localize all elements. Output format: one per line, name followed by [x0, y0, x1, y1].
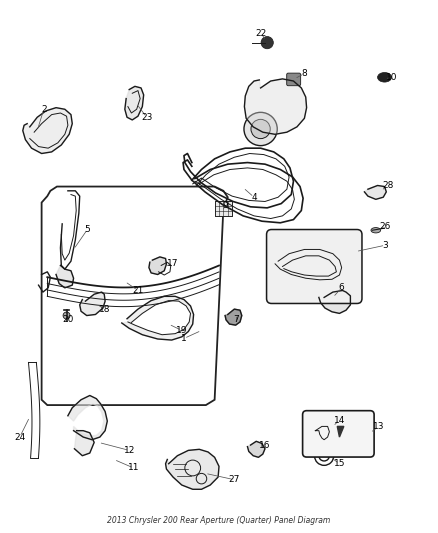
FancyBboxPatch shape	[303, 410, 374, 457]
Text: 22: 22	[255, 29, 266, 37]
Polygon shape	[68, 395, 107, 440]
Text: 24: 24	[14, 433, 25, 441]
Text: 10: 10	[386, 73, 398, 82]
Circle shape	[244, 112, 277, 146]
Polygon shape	[244, 79, 307, 134]
Text: 17: 17	[167, 260, 179, 268]
Polygon shape	[166, 449, 219, 489]
Text: 6: 6	[339, 284, 345, 292]
Text: 20: 20	[62, 316, 74, 324]
FancyBboxPatch shape	[287, 73, 300, 86]
Circle shape	[261, 36, 273, 49]
Polygon shape	[122, 296, 194, 340]
Text: 12: 12	[124, 446, 135, 455]
Text: 15: 15	[334, 459, 345, 468]
Text: 5: 5	[85, 225, 91, 233]
Polygon shape	[74, 431, 94, 456]
Text: 21: 21	[132, 286, 144, 295]
Ellipse shape	[371, 228, 381, 233]
Text: 2: 2	[41, 105, 46, 114]
Bar	[215, 201, 232, 216]
Text: 26: 26	[380, 222, 391, 231]
Circle shape	[63, 312, 70, 319]
Text: 2013 Chrysler 200 Rear Aperture (Quarter) Panel Diagram: 2013 Chrysler 200 Rear Aperture (Quarter…	[107, 516, 331, 525]
FancyBboxPatch shape	[267, 230, 362, 303]
Ellipse shape	[378, 72, 392, 82]
Text: 4: 4	[251, 193, 257, 201]
Text: 3: 3	[382, 241, 389, 249]
Circle shape	[251, 119, 270, 139]
Text: 14: 14	[334, 416, 345, 424]
Text: 18: 18	[99, 305, 111, 313]
Polygon shape	[56, 265, 74, 288]
Text: 11: 11	[128, 464, 139, 472]
Text: 19: 19	[176, 326, 187, 335]
Polygon shape	[225, 309, 242, 325]
Text: 1: 1	[181, 334, 187, 343]
Text: 8: 8	[301, 69, 307, 78]
Text: 13: 13	[373, 422, 385, 431]
Polygon shape	[319, 290, 350, 313]
Text: 9: 9	[223, 201, 229, 209]
Polygon shape	[149, 257, 166, 274]
Text: 16: 16	[259, 441, 271, 449]
Polygon shape	[125, 86, 144, 120]
Polygon shape	[364, 185, 386, 199]
Polygon shape	[247, 441, 265, 457]
Polygon shape	[80, 292, 105, 316]
Polygon shape	[23, 108, 72, 154]
Text: 7: 7	[233, 316, 240, 324]
Polygon shape	[337, 426, 344, 437]
Text: 28: 28	[382, 181, 393, 190]
Text: 23: 23	[141, 113, 152, 122]
Text: 27: 27	[229, 475, 240, 484]
